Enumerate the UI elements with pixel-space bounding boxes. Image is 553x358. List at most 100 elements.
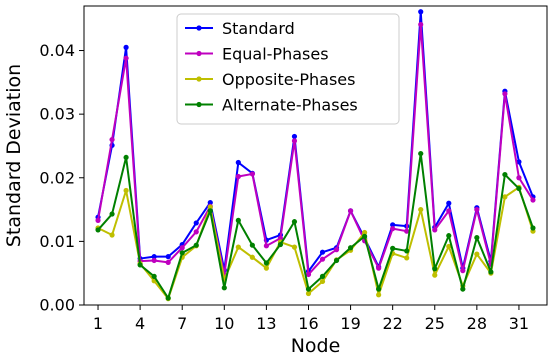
data-point: [291, 138, 298, 144]
data-point: [207, 199, 213, 206]
data-point: [502, 194, 508, 200]
data-point: [109, 232, 115, 238]
x-tick-label: 22: [382, 314, 402, 333]
data-point: [362, 229, 368, 236]
data-point: [333, 257, 340, 264]
data-point: [151, 257, 157, 264]
data-point: [460, 286, 466, 292]
x-axis: 1 4 7 10 13 16 19 22 25 28 31: [93, 305, 529, 333]
data-point: [249, 242, 255, 248]
data-point: [516, 175, 522, 181]
data-point: [305, 290, 312, 297]
data-point: [109, 211, 115, 217]
data-point: [95, 227, 101, 233]
data-point: [263, 243, 269, 249]
legend-label: Opposite-Phases: [222, 70, 355, 89]
data-point: [179, 250, 185, 256]
y-axis-title: Standard Deviation: [3, 64, 25, 247]
data-point: [235, 159, 241, 166]
series-line-3: [97, 152, 534, 299]
data-point: [305, 271, 312, 278]
data-point: [376, 292, 382, 298]
legend-label: Standard: [222, 19, 295, 38]
legend-marker: [196, 25, 202, 31]
data-point: [432, 272, 438, 278]
y-tick-label: 0.04: [39, 41, 75, 60]
data-point: [446, 243, 452, 250]
data-point: [263, 265, 269, 271]
data-point: [277, 235, 284, 241]
data-point: [319, 249, 326, 255]
x-tick-label: 1: [93, 314, 103, 333]
y-tick-label: 0.01: [39, 232, 75, 251]
data-point: [235, 244, 241, 250]
legend-label: Alternate-Phases: [222, 96, 358, 115]
data-point: [221, 285, 227, 291]
x-tick-label: 10: [214, 314, 234, 333]
x-tick-label: 13: [256, 314, 276, 333]
data-point: [319, 273, 326, 279]
y-tick-label: 0.00: [39, 296, 75, 315]
data-point: [502, 171, 508, 178]
data-point: [291, 133, 298, 140]
data-point: [516, 159, 522, 165]
data-point: [137, 262, 143, 268]
data-point: [390, 245, 396, 251]
data-point: [404, 228, 410, 234]
data-point: [460, 268, 466, 274]
data-point: [193, 220, 199, 226]
x-tick-label: 28: [467, 314, 487, 333]
data-point: [446, 200, 452, 206]
data-point: [263, 260, 269, 266]
data-point: [277, 241, 284, 248]
x-tick-label: 16: [298, 314, 318, 333]
y-tick-label: 0.03: [39, 105, 75, 124]
series-line-1: [97, 23, 534, 276]
legend-box: [176, 13, 400, 125]
legend: Standard Equal-Phases Opposite-Phases Alter…: [176, 13, 400, 125]
data-point: [207, 204, 213, 210]
data-point: [474, 234, 480, 241]
data-point: [446, 208, 452, 214]
data-point: [347, 245, 354, 251]
legend-marker: [196, 101, 202, 108]
legend-marker: [196, 76, 202, 82]
data-point: [179, 245, 185, 251]
data-point: [404, 248, 410, 254]
data-point: [165, 295, 171, 301]
data-point: [347, 208, 354, 214]
legend-marker: [196, 50, 202, 57]
y-axis: 0.00 0.01 0.02 0.03 0.04: [39, 41, 84, 315]
data-point: [390, 226, 396, 232]
plot-area: [83, 5, 548, 306]
data-point: [362, 233, 368, 239]
data-point: [151, 254, 157, 260]
data-point: [418, 206, 424, 213]
data-point: [235, 173, 241, 180]
x-tick-label: 31: [509, 314, 529, 333]
x-tick-label: 19: [340, 314, 360, 333]
data-point: [305, 286, 312, 292]
data-point: [530, 225, 536, 231]
data-point: [502, 91, 508, 97]
data-point: [319, 256, 326, 262]
data-point: [193, 229, 199, 235]
data-point: [193, 242, 199, 248]
data-point: [123, 44, 129, 50]
data-point: [516, 185, 522, 192]
x-tick-label: 25: [425, 314, 445, 333]
data-point: [95, 217, 101, 223]
data-point: [165, 259, 171, 265]
data-point: [432, 266, 438, 272]
plot-frame: [83, 5, 548, 306]
y-tick-label: 0.02: [39, 168, 75, 187]
data-point: [109, 136, 115, 143]
data-point: [249, 171, 255, 177]
data-point: [123, 154, 129, 161]
data-point: [123, 187, 129, 194]
data-point: [488, 269, 494, 275]
data-point: [418, 150, 424, 157]
data-point: [446, 233, 452, 239]
data-point: [432, 227, 438, 233]
data-point: [418, 21, 424, 28]
